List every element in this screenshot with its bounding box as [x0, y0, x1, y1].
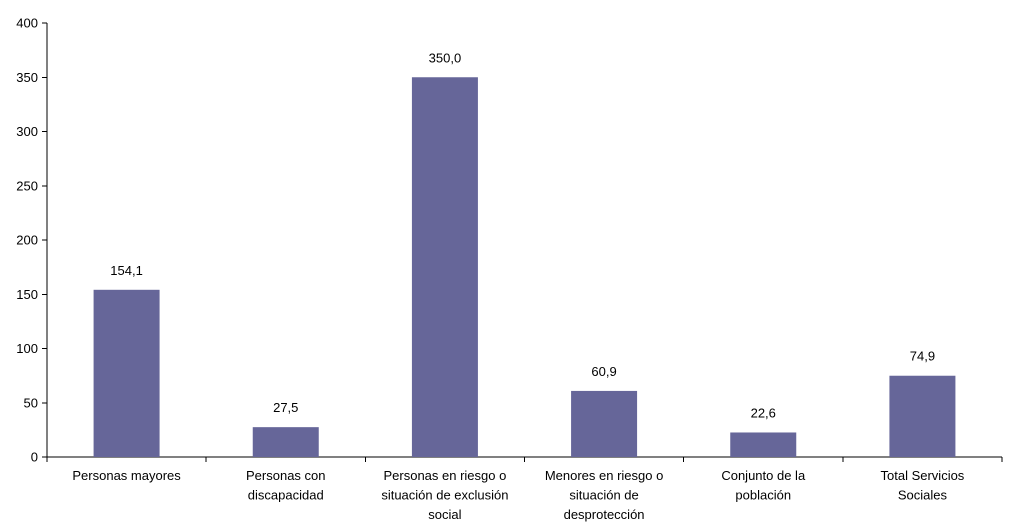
x-category-label-line: Sociales	[898, 488, 948, 503]
data-label: 350,0	[429, 50, 462, 65]
x-category-label-line: social	[428, 507, 461, 522]
x-category-label: Personas con discapacidad	[246, 468, 326, 503]
y-tick-label: 250	[16, 178, 38, 193]
bar	[571, 390, 638, 457]
data-label: 27,5	[273, 400, 298, 415]
y-tick-label: 300	[16, 124, 38, 139]
x-category-label-line: desprotección	[564, 507, 645, 522]
x-category-label: Conjunto de la población	[721, 468, 806, 503]
x-category-label-line: Conjunto de la	[721, 468, 806, 483]
x-category-label-line: discapacidad	[248, 488, 324, 503]
bar	[730, 432, 797, 457]
x-category-label-line: Personas con	[246, 468, 326, 483]
y-tick-label: 400	[16, 16, 38, 31]
x-category-label-line: Personas mayores	[72, 468, 181, 483]
y-tick-label: 350	[16, 70, 38, 85]
data-label: 22,6	[751, 405, 776, 420]
x-category-label-line: Menores en riesgo o	[545, 468, 664, 483]
x-category-label-line: Personas en riesgo o	[383, 468, 506, 483]
bar	[889, 375, 956, 457]
x-category-label: Personas en riesgo o situación de exclusi…	[381, 468, 508, 522]
x-category-label-line: Total Servicios	[881, 468, 965, 483]
bars	[93, 77, 956, 457]
x-category-label: Menores en riesgo o situación de desprotec…	[545, 468, 664, 522]
x-category-label: Total Servicios Sociales	[881, 468, 965, 503]
y-tick-label: 150	[16, 287, 38, 302]
data-label: 60,9	[591, 364, 616, 379]
bar	[411, 77, 478, 457]
data-label: 154,1	[110, 263, 143, 278]
y-tick-label: 0	[31, 450, 38, 465]
x-axis	[46, 456, 1003, 462]
y-tick-label: 50	[24, 395, 38, 410]
x-category-label-line: situación de exclusión	[381, 488, 508, 503]
y-axis: 0 50 100 150 200 250 300 350 400	[16, 16, 48, 465]
x-category-label-line: situación de	[569, 488, 638, 503]
bar	[93, 289, 160, 457]
y-tick-label: 200	[16, 233, 38, 248]
category-labels: Personas mayores Personas con discapacidad…	[72, 468, 964, 522]
data-labels: 154,1 27,5 350,0 60,9 22,6 74,9	[110, 50, 935, 420]
bar	[252, 427, 319, 457]
data-label: 74,9	[910, 349, 935, 364]
x-category-label: Personas mayores	[72, 468, 181, 483]
x-category-label-line: población	[735, 488, 791, 503]
y-tick-label: 100	[16, 341, 38, 356]
